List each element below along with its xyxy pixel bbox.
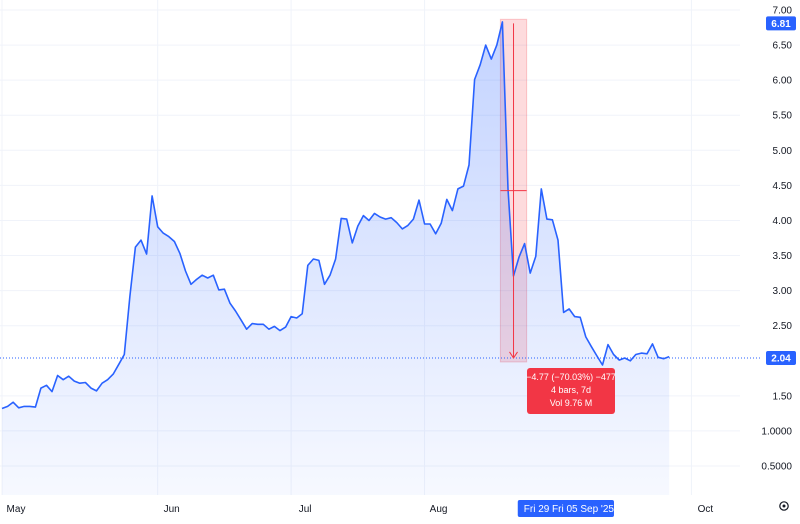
series-fill <box>2 21 670 496</box>
y-tick-label: 0.5000 <box>761 462 792 473</box>
y-tick-label: 5.50 <box>773 111 793 122</box>
y-tick-label: 7.00 <box>773 6 793 17</box>
y-tick-label: 6.50 <box>773 41 793 52</box>
last-price-badge <box>766 350 796 365</box>
measure-tooltip-line: −4.77 (−70.03%) −477 <box>526 372 616 382</box>
x-highlight-end: Fri 05 Sep '25 <box>552 504 614 515</box>
measure-tooltip-line: Vol 9.76 M <box>550 398 593 408</box>
y-axis[interactable]: 7.00 6.50 6.00 5.50 5.00 4.50 4.00 3.50 3.00 2.50… <box>761 6 796 473</box>
y-tick-label: 3.00 <box>773 286 793 297</box>
measure-tooltip <box>527 367 615 414</box>
x-axis[interactable]: May Jun Jul Aug Oct Fri 29 Fri 05 Sep '25 <box>7 500 714 517</box>
last-price-badge-text: 2.04 <box>771 353 791 364</box>
y-tick-label: 2.50 <box>773 321 793 332</box>
x-highlight-badge <box>517 500 614 517</box>
measure-arrow-head <box>509 351 518 359</box>
y-tick-label: 5.00 <box>773 146 793 157</box>
y-tick-label: 4.00 <box>773 216 793 227</box>
y-tick-label: 4.50 <box>773 181 793 192</box>
x-tick-label: Aug <box>430 504 448 515</box>
x-tick-label: May <box>7 504 26 515</box>
gear-icon[interactable] <box>779 501 789 511</box>
y-tick-label: 1.0000 <box>761 426 792 437</box>
measure-overlay: −4.77 (−70.03%) −477 4 bars, 7d Vol 9.76 M <box>0 23 760 414</box>
y-tick-label: 3.50 <box>773 251 793 262</box>
max-price-badge-text: 6.81 <box>771 19 791 30</box>
series-area <box>1 21 670 496</box>
x-tick-label: Jun <box>164 504 180 515</box>
x-tick-label: Oct <box>698 504 714 515</box>
series-line <box>1 21 670 410</box>
y-tick-label: 6.00 <box>773 76 793 87</box>
x-highlight-start: Fri 29 <box>524 504 550 515</box>
measure-tooltip-line: 4 bars, 7d <box>551 385 591 395</box>
y-tick-label: 1.50 <box>773 391 793 402</box>
max-price-badge <box>766 16 796 31</box>
x-tick-label: Jul <box>299 504 312 515</box>
